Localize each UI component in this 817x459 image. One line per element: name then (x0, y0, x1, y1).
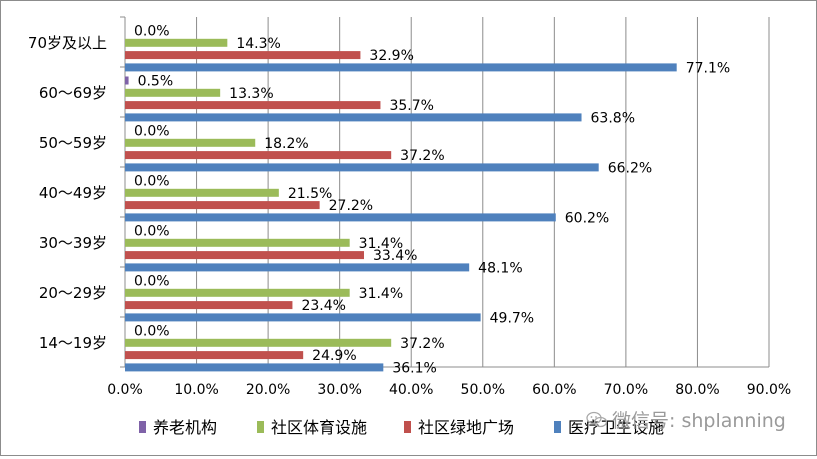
wechat-icon (586, 411, 608, 428)
bar (125, 188, 279, 197)
bar (125, 338, 392, 347)
data-label: 24.9% (312, 348, 356, 364)
bar (125, 363, 384, 372)
data-label: 0.0% (134, 324, 170, 340)
legend-swatch (404, 421, 411, 433)
data-label: 31.4% (359, 236, 403, 252)
data-label: 13.3% (229, 86, 273, 102)
legend-swatch (554, 421, 561, 433)
y-category-label: 40～49岁 (39, 184, 107, 202)
y-category-label: 50～59岁 (39, 134, 107, 152)
data-label: 23.4% (301, 298, 345, 314)
data-label: 0.0% (134, 224, 170, 240)
data-label: 0.5% (138, 74, 174, 90)
data-label: 0.0% (134, 24, 170, 40)
data-label: 63.8% (591, 110, 635, 126)
legend-label: 社区绿地广场 (418, 418, 514, 437)
data-label: 48.1% (478, 260, 522, 276)
bar (125, 213, 556, 222)
bar (125, 351, 304, 360)
data-label: 77.1% (686, 60, 730, 76)
y-category-label: 70岁及以上 (28, 34, 107, 52)
y-category-label: 14～19岁 (39, 334, 107, 352)
bar (125, 288, 350, 297)
data-label: 0.0% (134, 124, 170, 140)
x-tick-label: 20.0% (246, 382, 290, 398)
data-label: 32.9% (369, 48, 413, 64)
data-label: 37.2% (400, 336, 444, 352)
data-label: 0.0% (134, 274, 170, 290)
bar (125, 113, 582, 122)
bar (125, 313, 481, 322)
x-tick-label: 50.0% (461, 382, 505, 398)
data-label: 36.1% (392, 360, 436, 376)
x-tick-label: 60.0% (532, 382, 576, 398)
bar (125, 101, 381, 110)
data-label: 14.3% (236, 36, 280, 52)
data-label: 33.4% (373, 248, 417, 264)
bar (125, 76, 129, 85)
bar (125, 301, 293, 310)
data-label: 60.2% (565, 210, 609, 226)
bar (125, 63, 677, 72)
x-tick-label: 70.0% (604, 382, 648, 398)
bar (125, 238, 350, 247)
bar (125, 138, 256, 147)
watermark-text: 微信号: shplanning (612, 410, 786, 432)
bar (125, 163, 599, 172)
x-tick-label: 90.0% (747, 382, 791, 398)
legend-label: 社区体育设施 (271, 418, 367, 437)
data-label: 49.7% (490, 310, 534, 326)
bar (125, 151, 392, 160)
data-label: 21.5% (288, 186, 332, 202)
y-category-label: 30～39岁 (39, 234, 107, 252)
bar (125, 251, 364, 260)
legend-swatch (139, 421, 146, 433)
x-tick-label: 0.0% (107, 382, 143, 398)
y-category-label: 60～69岁 (39, 84, 107, 102)
bar (125, 38, 228, 47)
x-tick-label: 40.0% (389, 382, 433, 398)
watermark: 微信号: shplanning (586, 406, 786, 433)
data-label: 66.2% (608, 160, 652, 176)
bar (125, 263, 470, 272)
bar (125, 51, 361, 60)
data-label: 0.0% (134, 174, 170, 190)
x-tick-label: 80.0% (675, 382, 719, 398)
data-label: 35.7% (389, 98, 433, 114)
data-label: 27.2% (329, 198, 373, 214)
y-category-label: 20～29岁 (39, 284, 107, 302)
x-tick-label: 30.0% (317, 382, 361, 398)
data-label: 18.2% (264, 136, 308, 152)
legend-label: 养老机构 (153, 418, 217, 437)
legend-swatch (257, 421, 264, 433)
data-label: 31.4% (359, 286, 403, 302)
x-tick-label: 10.0% (174, 382, 218, 398)
bar (125, 88, 221, 97)
data-label: 37.2% (400, 148, 444, 164)
bar (125, 201, 320, 210)
